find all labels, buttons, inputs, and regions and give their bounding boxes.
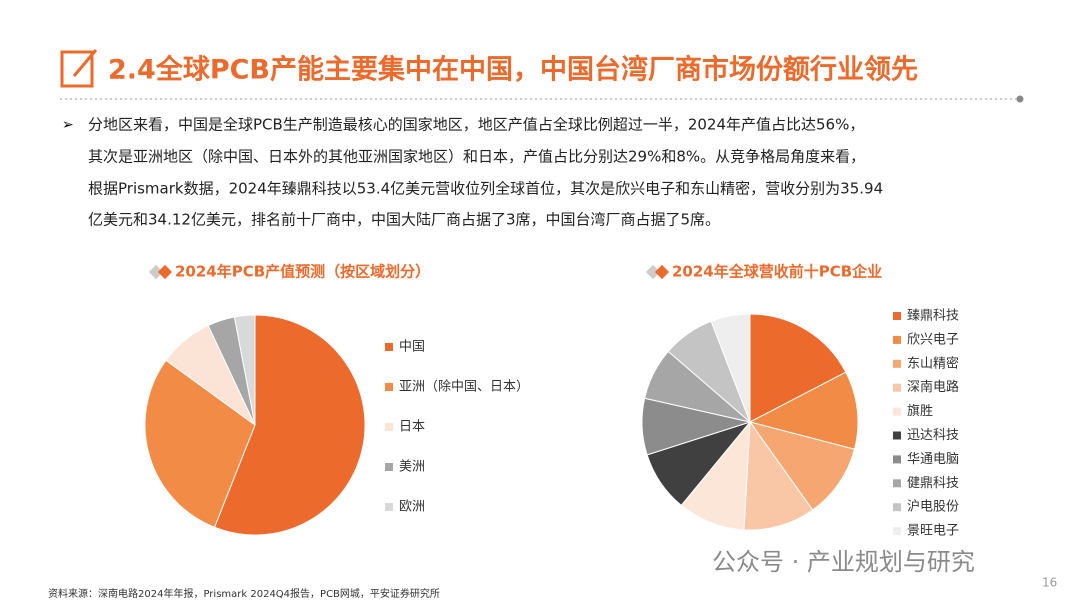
title-icon	[148, 264, 164, 280]
pie-slice	[748, 371, 859, 450]
legend-label: 旗胜	[907, 403, 933, 419]
bullet: ➢	[62, 117, 74, 133]
divider-dot	[1016, 95, 1024, 103]
legend-label: 景旺电子	[907, 524, 959, 539]
legend-swatch	[893, 479, 901, 488]
legend-swatch	[893, 455, 901, 464]
legend-label: 健鼎科技	[907, 476, 959, 491]
slide-title: 2.4全球PCB产能主要集中在中国，中国台湾厂商市场份额行业领先	[108, 54, 918, 86]
legend-swatch	[385, 423, 393, 431]
legend-label: 东山精密	[907, 355, 959, 371]
legend-label: 欣兴电子	[907, 332, 959, 347]
legend-swatch	[385, 463, 393, 471]
legend-label: 迅达科技	[907, 428, 959, 443]
legend-swatch	[385, 503, 393, 511]
legend-label: 深南电路	[907, 379, 959, 395]
legend-swatch	[893, 383, 901, 392]
body-line: 分地区来看，中国是全球PCB生产制造最核心的国家地区，地区产值占全球比例超过一半…	[88, 116, 864, 134]
legend-swatch	[385, 343, 393, 351]
pie-slice	[710, 313, 751, 423]
title-icon	[654, 264, 670, 280]
body-line: 其次是亚洲地区（除中国、日本外的其他亚洲国家地区）和日本，产值占比分别达29%和…	[88, 148, 865, 166]
legend-swatch	[893, 407, 901, 416]
watermark: 公众号 · 产业规划与研究	[712, 548, 975, 576]
legend-label: 臻鼎科技	[907, 309, 959, 324]
title-icon	[157, 264, 173, 280]
legend-swatch	[893, 431, 901, 440]
body-line: 根据Prismark数据，2024年臻鼎科技以53.4亿美元营收位列全球首位，其…	[88, 180, 883, 198]
title-icon	[645, 264, 661, 280]
header-icon	[60, 49, 98, 88]
legend-label: 美洲	[399, 460, 425, 475]
legend-label: 亚洲（除中国、日本）	[399, 380, 529, 395]
legend-label: 沪电股份	[907, 499, 959, 515]
chart-title: 2024年全球营收前十PCB企业	[672, 263, 882, 281]
source: 资料来源：深南电路2024年年报，Prismark 2024Q4报告，PCB网城…	[48, 587, 440, 600]
legend-swatch	[893, 359, 901, 368]
legend-swatch	[893, 527, 901, 536]
pie-slice	[144, 359, 256, 528]
pie-slice	[749, 313, 847, 423]
legend-swatch	[893, 312, 901, 320]
pie-slice	[748, 421, 856, 511]
legend-label: 华通电脑	[907, 452, 959, 467]
page-number: 16	[1042, 576, 1057, 590]
pie-slice	[233, 314, 256, 426]
legend-label: 欧洲	[399, 500, 425, 515]
pie-slice	[213, 314, 366, 536]
legend-swatch	[893, 503, 901, 512]
legend-swatch	[893, 335, 901, 344]
legend-label: 中国	[399, 340, 425, 355]
chart-title: 2024年PCB产值预测（按区域划分）	[175, 263, 430, 281]
pie-slice	[743, 420, 814, 531]
body-line: 亿美元和34.12亿美元，排名前十厂商中，中国大陆厂商占据了3席，中国台湾厂商占…	[88, 211, 720, 229]
legend-swatch	[385, 383, 393, 391]
legend-label: 日本	[399, 420, 425, 435]
